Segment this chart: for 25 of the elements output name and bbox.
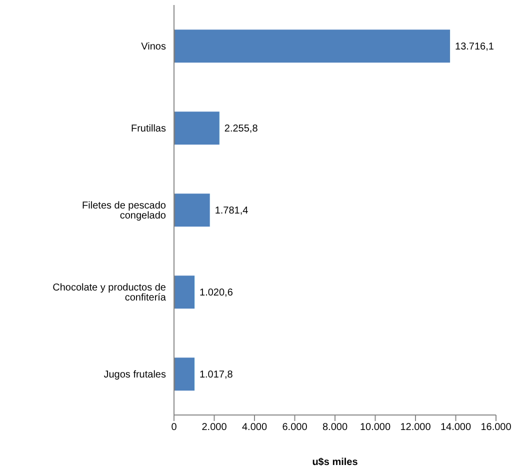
y-tick-label: Frutillas [130,124,166,135]
data-label: 2.255,8 [224,124,258,135]
x-tick-label: 4.000 [242,422,268,434]
x-tick-label: 12.000 [400,422,432,434]
y-tick-label: Vinos [141,42,166,53]
x-axis-title: u$s miles [312,457,358,468]
x-tick-label: 10.000 [360,422,391,434]
bar [174,30,450,63]
data-label: 1.020,6 [200,288,234,299]
y-tick-label: Jugos frutales [104,370,166,381]
x-tick-label: 14.000 [440,422,472,434]
x-tick-label: 16.000 [480,422,512,434]
x-tick-label: 6.000 [282,422,308,434]
y-tick-label: Chocolate y productos de confitería [52,282,166,304]
data-label: 13.716,1 [455,42,494,53]
bar [174,194,210,227]
data-label: 1.781,4 [214,206,249,217]
y-tick-label: Filetes de pescado congelado [82,200,166,222]
x-tick-label: 8.000 [322,422,348,434]
x-tick-label: 0 [171,422,178,434]
data-label: 1.017,8 [199,370,234,381]
bar [174,358,194,391]
bar [174,276,195,309]
bar [174,112,220,145]
x-tick-label: 2.000 [202,422,228,434]
